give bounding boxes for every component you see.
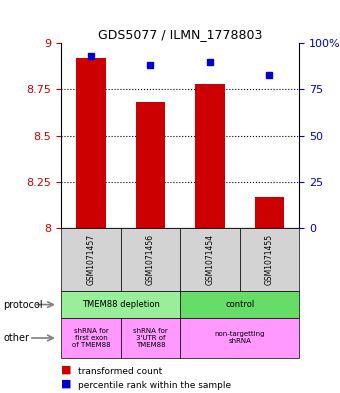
Bar [195, 84, 225, 228]
Text: ■: ■ [61, 378, 72, 388]
Text: protocol: protocol [3, 299, 43, 310]
Title: GDS5077 / ILMN_1778803: GDS5077 / ILMN_1778803 [98, 28, 262, 40]
Text: GSM1071454: GSM1071454 [205, 234, 215, 285]
Text: shRNA for
3'UTR of
TMEM88: shRNA for 3'UTR of TMEM88 [133, 328, 168, 348]
Text: GSM1071456: GSM1071456 [146, 234, 155, 285]
Text: control: control [225, 300, 254, 309]
Text: TMEM88 depletion: TMEM88 depletion [82, 300, 160, 309]
Text: non-targetting
shRNA: non-targetting shRNA [215, 331, 265, 345]
Text: GSM1071457: GSM1071457 [86, 234, 96, 285]
Text: shRNA for
first exon
of TMEM88: shRNA for first exon of TMEM88 [72, 328, 110, 348]
Text: GSM1071455: GSM1071455 [265, 234, 274, 285]
Text: percentile rank within the sample: percentile rank within the sample [78, 381, 231, 390]
Text: ■: ■ [61, 364, 72, 374]
Bar [76, 58, 106, 228]
Text: other: other [3, 333, 29, 343]
Text: transformed count: transformed count [78, 367, 163, 376]
Bar [136, 102, 165, 228]
Bar [255, 196, 284, 228]
